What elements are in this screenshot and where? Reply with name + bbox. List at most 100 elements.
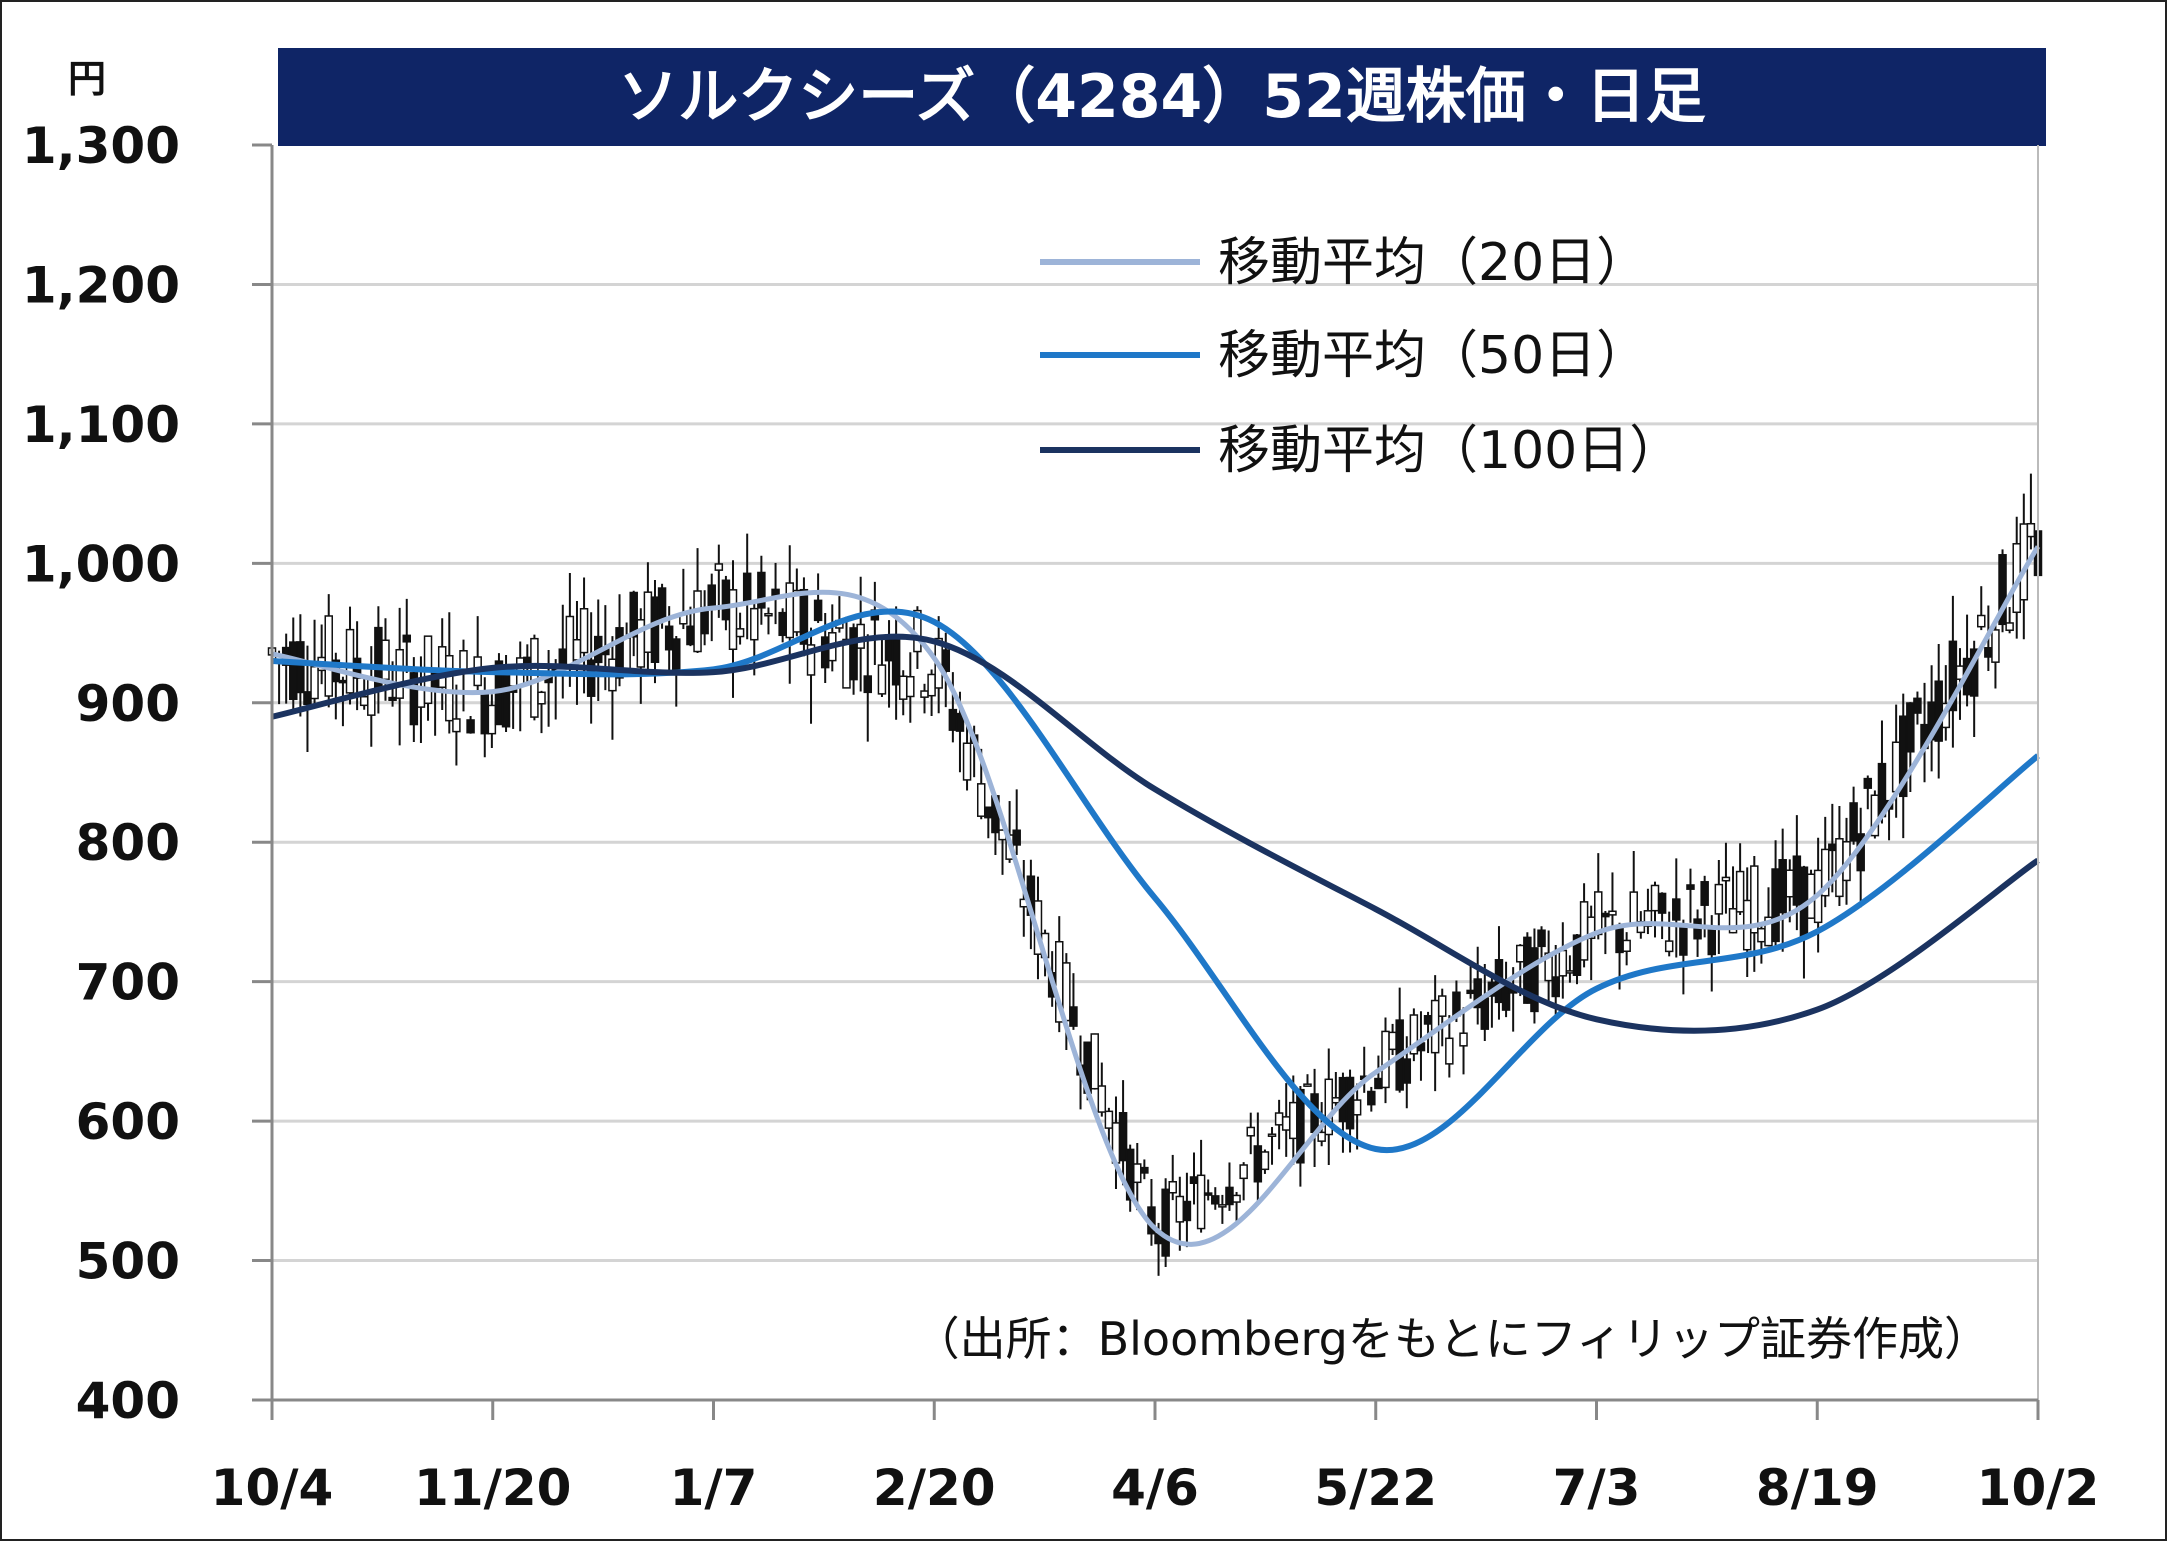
y-tick-label: 900: [76, 675, 180, 733]
candle-body: [1133, 1163, 1142, 1184]
candle-body: [579, 608, 589, 654]
candle-body: [1367, 1090, 1376, 1106]
x-tick-label: 4/6: [1111, 1459, 1199, 1517]
candle-body: [452, 718, 461, 733]
candle-body: [806, 644, 816, 676]
candle-body: [1551, 976, 1560, 998]
candle-body: [1537, 929, 1546, 948]
legend-label-ma50: 移動平均（50日）: [1218, 326, 1648, 386]
candle-body: [1707, 925, 1717, 956]
candle-body: [1516, 944, 1525, 963]
candle-body: [480, 690, 490, 735]
candle-body: [1161, 1188, 1170, 1257]
candle-body: [1140, 1166, 1149, 1174]
candle-body: [849, 627, 858, 681]
candle-body: [778, 611, 787, 637]
candle-body: [1189, 1176, 1199, 1185]
candle-body: [1324, 1078, 1334, 1136]
candle-body: [445, 654, 454, 722]
candle-body: [1289, 1101, 1298, 1140]
candle-body: [1991, 629, 2000, 663]
candle-body: [1828, 843, 1837, 852]
candle-body: [728, 589, 738, 651]
candle-body: [785, 582, 794, 639]
candle-body: [1097, 1085, 1107, 1113]
candle-body: [757, 571, 766, 609]
candle-body: [1317, 1131, 1326, 1142]
candle-body: [1544, 952, 1553, 982]
candle-body: [891, 639, 901, 686]
candle-body: [303, 691, 312, 706]
axis-layer: 1,300 1,200 1,100 1,000 900 800 700 600 500 400 10…: [22, 117, 2099, 1517]
candle-body: [1664, 940, 1674, 953]
candle-body: [714, 563, 724, 571]
candle-body: [906, 675, 915, 698]
candle-body: [877, 664, 887, 695]
y-tick-label: 400: [76, 1372, 180, 1430]
candle-body: [657, 587, 667, 622]
y-tick-label: 1,300: [22, 117, 180, 175]
series-line-ma50: [271, 608, 2040, 1154]
candle-body: [1352, 1099, 1362, 1116]
y-tick-label: 500: [76, 1233, 180, 1291]
candle-body: [359, 695, 369, 707]
candle-body: [1239, 1164, 1248, 1180]
candle-body: [1104, 1110, 1114, 1129]
candle-body: [1530, 947, 1539, 1013]
candle-body: [820, 636, 830, 669]
candle-body: [622, 637, 631, 672]
candle-body: [1303, 1083, 1312, 1087]
candle-body: [941, 649, 951, 673]
candle-body: [1969, 648, 1979, 697]
candle-body: [1267, 1133, 1277, 1137]
candle-body: [1977, 614, 1986, 628]
source-note: （出所：Bloombergをもとにフィリップ証券作成）: [914, 1312, 1990, 1366]
candle-body: [1608, 910, 1617, 916]
candle-body: [1196, 1174, 1206, 1230]
candle-body: [388, 696, 397, 701]
y-unit-label: 円: [68, 57, 107, 101]
candle-body: [1445, 1037, 1454, 1065]
series-line-ma100: [271, 633, 2040, 1034]
moving-average-layer: [271, 545, 2041, 1247]
candle-body: [1175, 1195, 1185, 1223]
candle-body: [742, 572, 752, 605]
candle-body: [799, 588, 809, 645]
candle-body: [1579, 901, 1589, 961]
candle-body: [558, 648, 568, 666]
candle-body: [437, 646, 447, 689]
candle-body: [1906, 702, 1915, 753]
candle-body: [1757, 927, 1766, 943]
candle-body: [1182, 1200, 1192, 1222]
candle-body: [324, 615, 333, 697]
candle-body: [1898, 715, 1908, 798]
candle-body: [1771, 868, 1780, 943]
candle-body: [586, 659, 596, 697]
candle-body: [693, 590, 702, 653]
candle-body: [1331, 1097, 1341, 1104]
candle-body: [1473, 978, 1482, 1009]
candle-body: [1253, 1145, 1263, 1183]
candle-body: [1750, 865, 1759, 934]
x-tick-label: 8/19: [1756, 1459, 1879, 1517]
candle-body: [813, 599, 823, 622]
candle-body: [1849, 802, 1858, 842]
candle-body: [1700, 881, 1709, 906]
candle-body: [289, 641, 298, 701]
candle-body: [976, 783, 986, 817]
candle-body: [1672, 898, 1681, 921]
candle-body: [395, 648, 404, 699]
candle-body: [1211, 1195, 1220, 1205]
candle-body: [650, 596, 660, 663]
candle-body: [1820, 848, 1830, 897]
chart-title: ソルクシーズ（4284）52週株価・日足: [618, 62, 1706, 132]
candle-body: [927, 673, 936, 697]
candle-body: [948, 708, 958, 731]
candle-body: [955, 712, 965, 732]
candle-body: [1686, 884, 1695, 890]
candle-body: [381, 639, 390, 681]
candle-body: [1274, 1112, 1284, 1126]
candle-body: [1409, 1014, 1419, 1055]
candle-body: [664, 625, 674, 651]
